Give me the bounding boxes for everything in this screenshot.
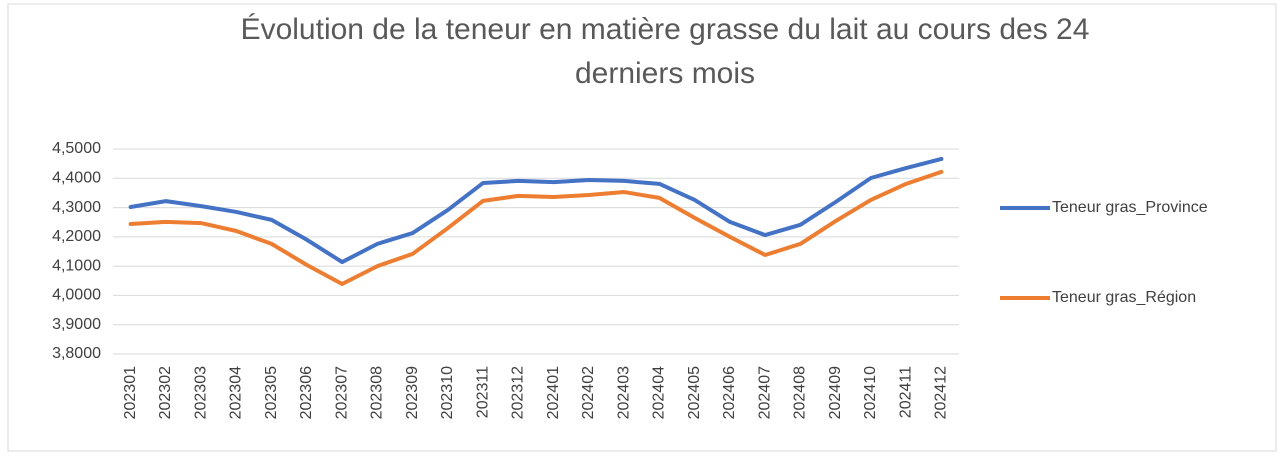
x-tick-label: 202301 xyxy=(122,366,139,419)
x-tick-label: 202305 xyxy=(263,366,280,419)
x-tick-label: 202307 xyxy=(333,366,350,419)
x-tick-label: 202309 xyxy=(404,366,421,419)
x-tick-label: 202302 xyxy=(157,366,174,419)
x-tick-label: 202310 xyxy=(439,366,456,419)
x-tick-label: 202401 xyxy=(545,366,562,419)
x-tick-label: 202404 xyxy=(651,366,668,419)
x-tick-label: 202406 xyxy=(721,366,738,419)
x-tick-label: 202308 xyxy=(369,366,386,419)
series-line xyxy=(128,156,944,265)
x-tick-label: 202304 xyxy=(228,366,245,419)
x-tick-label: 202410 xyxy=(862,366,879,419)
y-tick-label: 4,3000 xyxy=(52,199,101,216)
x-tick-label: 202311 xyxy=(474,366,491,418)
y-tick-label: 4,0000 xyxy=(52,287,101,304)
x-tick-label: 202407 xyxy=(756,366,773,419)
chart-title: Évolution de la teneur en matière grasse… xyxy=(240,13,1090,90)
x-tick-label: 202412 xyxy=(933,366,950,419)
series-line xyxy=(128,169,944,287)
legend-label: Teneur gras_Région xyxy=(1052,289,1196,306)
x-tick-label: 202409 xyxy=(827,366,844,419)
y-tick-label: 3,8000 xyxy=(52,345,101,362)
y-tick-label: 3,9000 xyxy=(52,316,101,333)
y-tick-label: 4,2000 xyxy=(52,228,101,245)
legend-label: Teneur gras_Province xyxy=(1052,199,1208,216)
x-tick-label: 202303 xyxy=(192,366,209,419)
y-tick-label: 4,1000 xyxy=(52,257,101,274)
x-tick-label: 202312 xyxy=(510,366,527,419)
x-tick-label: 202306 xyxy=(298,366,315,419)
x-tick-label: 202408 xyxy=(792,366,809,419)
y-tick-label: 4,4000 xyxy=(52,170,101,187)
y-tick-label: 4,5000 xyxy=(52,140,101,157)
x-tick-label: 202411 xyxy=(897,366,914,418)
x-tick-label: 202405 xyxy=(686,366,703,419)
x-tick-label: 202402 xyxy=(580,366,597,419)
x-tick-label: 202403 xyxy=(615,366,632,419)
